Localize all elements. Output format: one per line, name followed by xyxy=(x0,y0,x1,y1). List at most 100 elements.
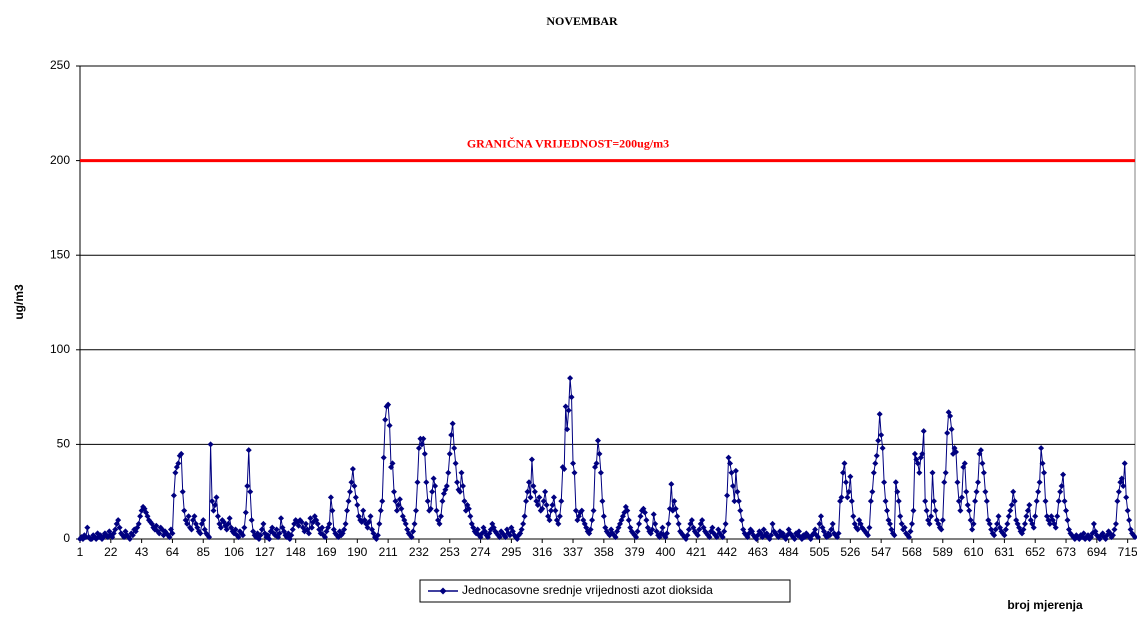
data-point xyxy=(179,488,186,495)
data-point xyxy=(684,532,691,539)
data-point xyxy=(1038,445,1045,452)
data-point xyxy=(982,488,989,495)
data-point xyxy=(461,498,468,505)
data-point xyxy=(992,526,999,533)
data-point xyxy=(172,469,179,476)
data-point xyxy=(964,501,971,508)
data-point xyxy=(624,507,631,514)
data-point xyxy=(166,534,173,541)
data-point xyxy=(288,532,295,539)
data-point xyxy=(973,488,980,495)
data-point xyxy=(922,498,929,505)
data-point xyxy=(652,520,659,527)
data-point xyxy=(596,450,603,457)
data-point xyxy=(826,532,833,539)
data-point xyxy=(983,498,990,505)
data-point xyxy=(527,494,534,501)
data-point xyxy=(1026,501,1033,508)
data-point xyxy=(906,534,913,541)
data-point xyxy=(1115,488,1122,495)
data-point xyxy=(1109,532,1116,539)
data-point xyxy=(994,520,1001,527)
data-point xyxy=(269,524,276,531)
data-point xyxy=(346,488,353,495)
legend-label: Jednocasovne srednje vrijednosti azot di… xyxy=(462,583,713,597)
data-point xyxy=(1090,520,1097,527)
data-point xyxy=(873,452,880,459)
data-point xyxy=(549,501,556,508)
data-point xyxy=(688,517,695,524)
data-point xyxy=(525,479,532,486)
data-point xyxy=(694,532,701,539)
data-point xyxy=(869,488,876,495)
data-point xyxy=(914,460,921,467)
data-point xyxy=(572,507,579,514)
data-point xyxy=(360,507,367,514)
data-point xyxy=(433,507,440,514)
data-point xyxy=(178,450,185,457)
data-point xyxy=(389,460,396,467)
data-point xyxy=(958,494,965,501)
data-point xyxy=(379,498,386,505)
data-point xyxy=(1118,475,1125,482)
data-point xyxy=(137,513,144,520)
data-point xyxy=(364,524,371,531)
data-point xyxy=(932,507,939,514)
data-point xyxy=(543,501,550,508)
data-point xyxy=(520,520,527,527)
data-point xyxy=(126,536,133,542)
data-point xyxy=(1032,513,1039,520)
data-point xyxy=(354,501,361,508)
data-point xyxy=(518,526,525,533)
data-point xyxy=(850,513,857,520)
data-point xyxy=(734,488,741,495)
data-point xyxy=(1011,498,1018,505)
data-point xyxy=(942,469,949,476)
data-point xyxy=(502,534,509,541)
data-point xyxy=(659,524,666,531)
data-point xyxy=(719,534,726,541)
data-point xyxy=(539,505,546,512)
legend-box xyxy=(419,579,791,603)
data-point xyxy=(649,526,656,533)
data-point xyxy=(963,488,970,495)
data-point xyxy=(446,450,453,457)
data-point xyxy=(760,526,767,533)
x-tick-label: 22 xyxy=(104,545,118,559)
data-point xyxy=(429,488,436,495)
x-tick-label: 526 xyxy=(840,545,860,559)
data-point xyxy=(421,450,428,457)
x-tick-label: 211 xyxy=(379,545,398,559)
data-point xyxy=(699,517,706,524)
data-point xyxy=(449,420,456,427)
x-tick-label: 673 xyxy=(1056,545,1076,559)
data-point xyxy=(721,528,728,535)
x-tick-label: 232 xyxy=(409,545,429,559)
data-point xyxy=(258,526,265,533)
data-point xyxy=(366,518,373,525)
data-point xyxy=(418,441,425,448)
data-point xyxy=(829,520,836,527)
data-point xyxy=(393,507,400,514)
data-point xyxy=(206,534,213,541)
x-tick-label: 631 xyxy=(994,545,1014,559)
data-point xyxy=(443,483,450,490)
data-point xyxy=(882,498,889,505)
data-point xyxy=(564,426,571,433)
data-point xyxy=(845,488,852,495)
data-point xyxy=(854,526,861,533)
data-point xyxy=(1007,507,1014,514)
x-tick-label: 379 xyxy=(625,545,645,559)
data-point xyxy=(308,524,315,531)
data-point xyxy=(1030,524,1037,531)
data-point xyxy=(961,460,968,467)
data-point xyxy=(241,524,248,531)
threshold-label: GRANIČNA VRIJEDNOST=200ug/m3 xyxy=(467,136,669,150)
data-point xyxy=(907,528,914,535)
data-point xyxy=(1058,483,1065,490)
data-point xyxy=(919,450,926,457)
data-point xyxy=(534,501,541,508)
data-point xyxy=(864,532,871,539)
data-point xyxy=(302,520,309,527)
